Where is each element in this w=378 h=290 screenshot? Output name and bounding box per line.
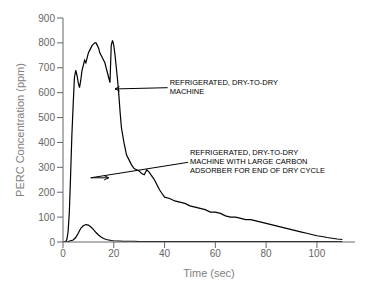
svg-text:REFRIGERATED, DRY-TO-DRYMACHIN: REFRIGERATED, DRY-TO-DRYMACHINE WITH LAR… (190, 148, 325, 175)
svg-text:40: 40 (159, 248, 171, 259)
svg-text:100: 100 (38, 212, 55, 223)
svg-text:700: 700 (38, 62, 55, 73)
svg-text:800: 800 (38, 37, 55, 48)
svg-text:900: 900 (38, 13, 55, 24)
svg-text:100: 100 (309, 248, 326, 259)
svg-text:Time (sec): Time (sec) (183, 267, 235, 279)
svg-text:300: 300 (38, 162, 55, 173)
svg-text:200: 200 (38, 187, 55, 198)
svg-text:PERC Concentration (ppm): PERC Concentration (ppm) (14, 63, 26, 197)
svg-text:REFRIGERATED, DRY-TO-DRYMACHIN: REFRIGERATED, DRY-TO-DRYMACHINE (170, 78, 278, 96)
svg-text:60: 60 (210, 248, 222, 259)
svg-text:500: 500 (38, 112, 55, 123)
svg-text:20: 20 (108, 248, 120, 259)
svg-text:600: 600 (38, 87, 55, 98)
svg-text:0: 0 (49, 237, 55, 248)
svg-text:80: 80 (261, 248, 273, 259)
svg-text:0: 0 (60, 248, 66, 259)
svg-text:400: 400 (38, 137, 55, 148)
